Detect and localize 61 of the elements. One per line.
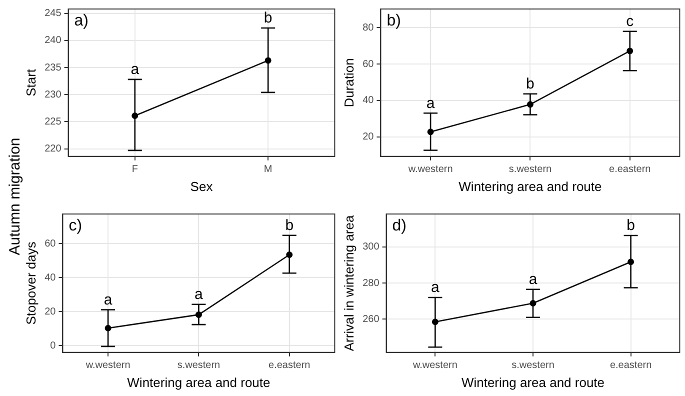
y-tick-label: 245	[44, 8, 62, 20]
annotation: a	[130, 61, 140, 78]
point	[432, 318, 438, 326]
y-tick-label: 220	[44, 144, 62, 155]
y-tick-label: 20	[44, 306, 56, 318]
x-tick-label: F	[132, 164, 138, 176]
annotation: b)	[386, 12, 401, 30]
annotation: b	[264, 10, 272, 27]
annotation: c	[626, 12, 634, 30]
point	[286, 252, 293, 258]
y-tick-label: 60	[44, 238, 56, 250]
x-tick-label: w.western	[412, 360, 458, 372]
annotation: a)	[74, 12, 89, 30]
x-tick-label: s.western	[508, 164, 552, 176]
x-tick-label: s.western	[512, 360, 554, 372]
annotation: b	[526, 76, 534, 93]
annotation: b	[285, 217, 294, 234]
x-axis-title: Sex	[190, 178, 214, 194]
x-tick-label: w.western	[84, 360, 130, 372]
y-axis-title: Start	[23, 68, 38, 96]
point	[427, 128, 434, 136]
point	[530, 300, 536, 307]
point	[626, 48, 634, 54]
point	[195, 311, 202, 318]
y-tick-label: 20	[362, 132, 374, 143]
y-tick-label: 0	[50, 340, 56, 352]
x-tick-label: w.western	[407, 164, 453, 176]
annotation: a	[194, 286, 204, 303]
x-tick-label: M	[264, 164, 272, 176]
x-tick-label: e.eastern	[268, 360, 310, 372]
x-axis-title: Wintering area and route	[461, 374, 605, 390]
y-tick-label: 230	[44, 89, 62, 100]
y-tick-label: 40	[44, 272, 56, 284]
annotation: c)	[68, 217, 82, 234]
y-axis-title: Arrival in wintering area	[341, 214, 356, 352]
annotation: a	[426, 94, 436, 112]
y-tick-label: 300	[362, 242, 380, 253]
y-tick-label: 225	[44, 116, 62, 128]
point	[104, 324, 112, 332]
y-tick-label: 80	[362, 22, 374, 34]
y-tick-label: 260	[362, 314, 380, 325]
y-tick-label: 235	[44, 62, 62, 74]
y-tick-label: 240	[44, 35, 62, 46]
y-tick-label: 280	[362, 278, 380, 289]
x-tick-label: e.eastern	[609, 164, 651, 176]
x-tick-label: e.eastern	[610, 360, 652, 372]
annotation: a	[528, 270, 538, 288]
point	[526, 101, 534, 108]
y-axis-title: Duration	[341, 58, 356, 108]
y-tick-label: 60	[362, 58, 374, 70]
point	[628, 258, 634, 266]
annotation: d)	[392, 217, 407, 234]
y-tick-label: 40	[362, 95, 374, 106]
text: Autumn migration	[6, 136, 24, 258]
x-axis-title: Wintering area and route	[458, 178, 602, 194]
x-tick-label: s.western	[177, 360, 220, 372]
y-axis-title: Stopover days	[23, 241, 38, 325]
annotation: b	[626, 217, 635, 234]
annotation: a	[431, 279, 440, 296]
x-axis-title: Wintering area and route	[127, 374, 270, 390]
annotation: a	[104, 291, 113, 308]
